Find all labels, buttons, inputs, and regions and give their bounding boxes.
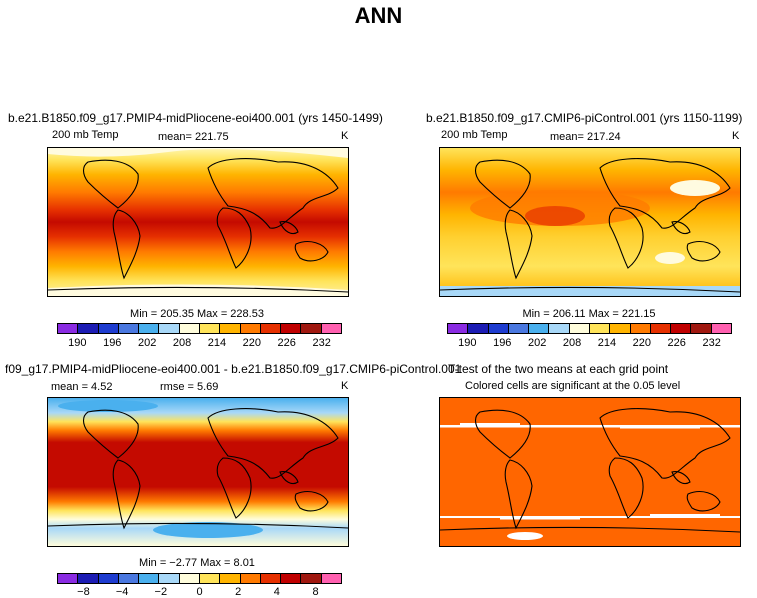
- minmax-label: Min = 205.35 Max = 228.53: [130, 308, 264, 320]
- colorbar-swatch: [199, 574, 221, 583]
- colorbar-swatch: [281, 324, 302, 333]
- colorbar-swatch: [260, 574, 282, 583]
- colorbar-tick-label: 202: [137, 337, 157, 349]
- colorbar-tick-label: 202: [527, 337, 547, 349]
- variable-label: 200 mb Temp: [52, 129, 119, 141]
- colorbar-swatch: [98, 574, 119, 583]
- colorbar-swatch: [240, 574, 261, 583]
- colorbar-labels-abs: 190 196 202 208 214 220 226 232: [57, 337, 342, 349]
- colorbar-swatch: [569, 324, 590, 333]
- colorbar-swatch: [321, 324, 341, 333]
- colorbar-swatch: [98, 324, 119, 333]
- colorbar-swatch: [321, 574, 341, 583]
- colorbar-swatch: [78, 324, 99, 333]
- colorbar-swatch: [448, 324, 469, 333]
- colorbar-tick-label: 4: [273, 586, 280, 598]
- colorbar-tick-label: 232: [702, 337, 721, 349]
- colorbar-tick-label: 190: [68, 337, 87, 349]
- colorbar-swatch: [281, 574, 302, 583]
- colorbar-tick-label: 226: [667, 337, 686, 349]
- colorbar-swatch: [691, 324, 712, 333]
- minmax-label: Min = −2.77 Max = 8.01: [139, 557, 255, 569]
- colorbar-swatch: [529, 324, 550, 333]
- colorbar-tick-label: 2: [235, 586, 242, 598]
- units-label: K: [341, 380, 349, 392]
- colorbar-tick-label: −8: [77, 586, 90, 598]
- colorbar-tick-label: 196: [493, 337, 512, 349]
- colorbar-labels-abs: 190 196 202 208 214 220 226 232: [447, 337, 732, 349]
- colorbar-swatch: [589, 324, 611, 333]
- colorbar-swatch: [508, 324, 530, 333]
- colorbar-swatch: [179, 574, 200, 583]
- colorbar-tick-label: 220: [632, 337, 652, 349]
- mean-label: mean = 4.52: [51, 381, 113, 393]
- colorbar-tick-label: 220: [242, 337, 262, 349]
- colorbar-tick-label: 226: [277, 337, 296, 349]
- ttest-subtitle: Colored cells are significant at the 0.0…: [465, 380, 681, 392]
- map-picontrol-temp: [439, 147, 741, 297]
- colorbar-tick-label: 8: [312, 586, 319, 598]
- colorbar-tick-label: 214: [207, 337, 227, 349]
- colorbar-swatch: [630, 324, 651, 333]
- colorbar-swatch: [488, 324, 509, 333]
- units-label: K: [732, 130, 740, 142]
- colorbar-swatch: [610, 324, 631, 333]
- colorbar-swatch: [118, 574, 140, 583]
- mean-label: mean= 221.75: [158, 131, 229, 143]
- colorbar-abs: [447, 323, 732, 334]
- colorbar-swatch: [549, 324, 570, 333]
- map-pliocene-temp: [47, 147, 349, 297]
- colorbar-swatch: [468, 324, 489, 333]
- colorbar-tick-label: −4: [115, 586, 129, 598]
- colorbar-tick-label: 0: [196, 586, 203, 598]
- panel-title-ttest: T-test of the two means at each grid poi…: [448, 362, 669, 376]
- colorbar-swatch: [301, 324, 322, 333]
- colorbar-swatch: [58, 574, 79, 583]
- colorbar-swatch: [179, 324, 200, 333]
- colorbar-swatch: [199, 324, 221, 333]
- map-ttest: [439, 397, 741, 547]
- colorbar-tick-label: 208: [562, 337, 582, 349]
- colorbar-swatch: [220, 324, 241, 333]
- colorbar-swatch: [58, 324, 79, 333]
- panel-title-pliocene: b.e21.B1850.f09_g17.PMIP4-midPliocene-eo…: [8, 111, 383, 125]
- colorbar-swatch: [671, 324, 692, 333]
- minmax-label: Min = 206.11 Max = 221.15: [522, 308, 656, 320]
- colorbar-abs: [57, 323, 342, 334]
- units-label: K: [341, 130, 349, 142]
- colorbar-tick-label: 208: [172, 337, 192, 349]
- colorbar-swatch: [260, 324, 282, 333]
- colorbar-swatch: [240, 324, 261, 333]
- map-difference: [47, 397, 349, 547]
- colorbar-swatch: [78, 574, 99, 583]
- colorbar-swatch: [118, 324, 140, 333]
- colorbar-tick-label: 214: [597, 337, 617, 349]
- colorbar-swatch: [139, 324, 160, 333]
- colorbar-swatch: [301, 574, 322, 583]
- colorbar-tick-label: −2: [154, 586, 168, 598]
- colorbar-tick-label: 190: [458, 337, 477, 349]
- colorbar-swatch: [711, 324, 731, 333]
- colorbar-labels-diff: −8 −4 −2 0 2 4 8: [57, 586, 342, 598]
- figure-title: ANN: [354, 3, 403, 28]
- variable-label: 200 mb Temp: [441, 129, 508, 141]
- colorbar-swatch: [139, 574, 160, 583]
- mean-label: mean= 217.24: [550, 131, 621, 143]
- colorbar-tick-label: 232: [312, 337, 331, 349]
- colorbar-swatch: [650, 324, 672, 333]
- colorbar-swatch: [220, 574, 241, 583]
- colorbar-swatch: [159, 324, 180, 333]
- colorbar-diff: [57, 573, 342, 584]
- panel-title-difference: f09_g17.PMIP4-midPliocene-eoi400.001 - b…: [5, 362, 462, 376]
- rmse-label: rmse = 5.69: [160, 381, 219, 393]
- colorbar-tick-label: 196: [103, 337, 122, 349]
- colorbar-swatch: [159, 574, 180, 583]
- panel-title-picontrol: b.e21.B1850.f09_g17.CMIP6-piControl.001 …: [426, 111, 743, 125]
